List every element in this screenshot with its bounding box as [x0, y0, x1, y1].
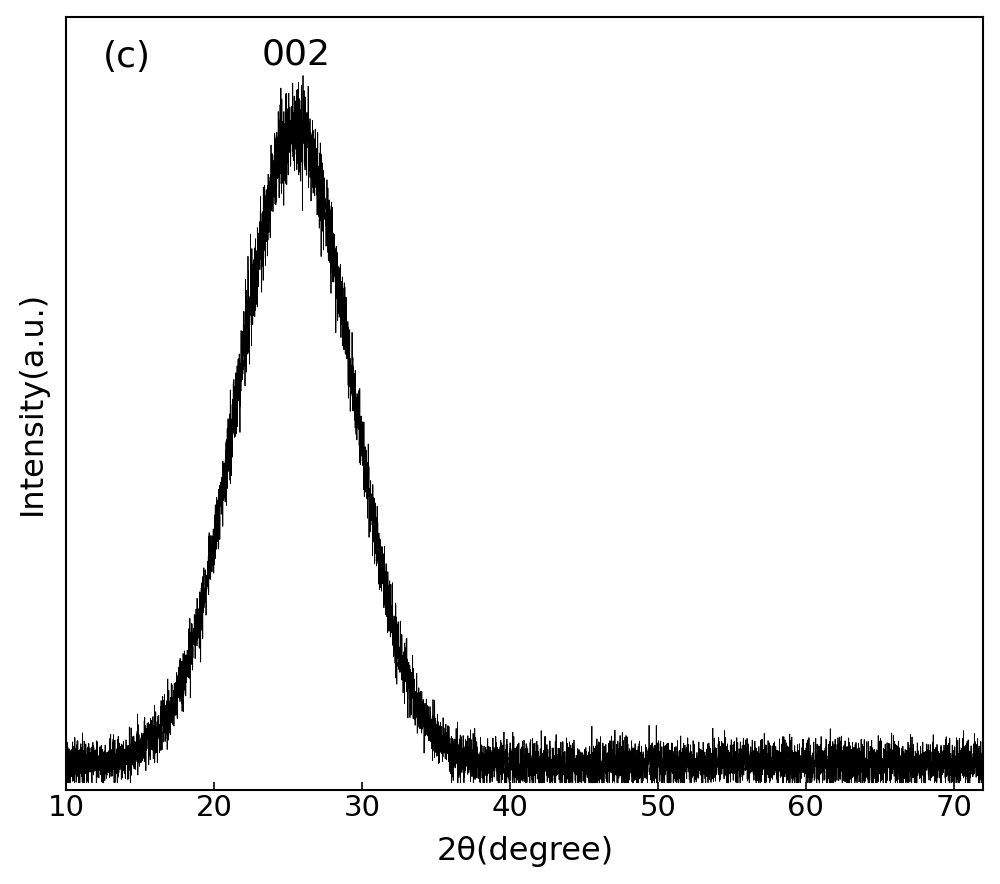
- Y-axis label: Intensity(a.u.): Intensity(a.u.): [17, 291, 48, 515]
- Text: (c): (c): [103, 40, 151, 74]
- X-axis label: 2θ(degree): 2θ(degree): [436, 836, 613, 867]
- Text: 002: 002: [261, 37, 330, 72]
